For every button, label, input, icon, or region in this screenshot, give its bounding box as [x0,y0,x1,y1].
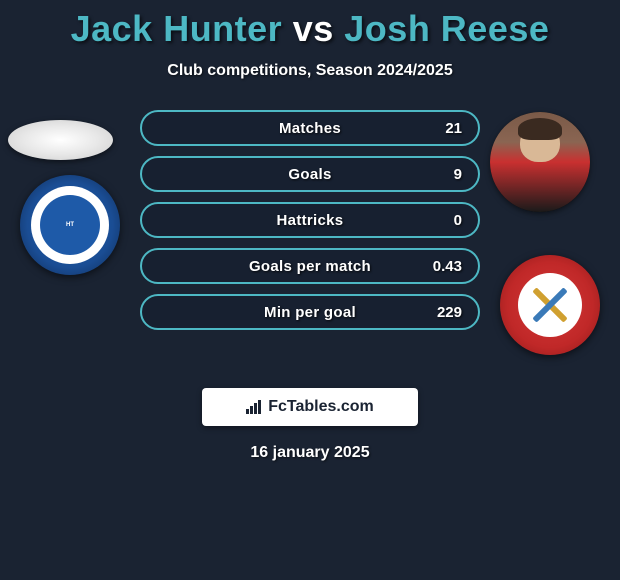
content-area: HT Matches 21 Goals 9 Hattricks 0 Goals … [0,110,620,370]
stat-value: 9 [454,166,462,183]
stat-value: 0.43 [433,258,462,275]
stat-row-goals-per-match: Goals per match 0.43 [140,248,480,284]
brand-text: FcTables.com [268,398,374,416]
player1-club-badge: HT [20,175,120,275]
subtitle: Club competitions, Season 2024/2025 [0,62,620,80]
stat-value: 0 [454,212,462,229]
brand-label: FcTables.com [246,398,374,416]
player2-name: Josh Reese [344,8,549,49]
stat-value: 21 [445,120,462,137]
stat-value: 229 [437,304,462,321]
player2-club-badge [500,255,600,355]
vs-text: vs [293,8,334,49]
stat-row-matches: Matches 21 [140,110,480,146]
stat-row-hattricks: Hattricks 0 [140,202,480,238]
stats-list: Matches 21 Goals 9 Hattricks 0 Goals per… [140,110,480,340]
bar-chart-icon [246,400,264,414]
player1-avatar [8,120,113,160]
stat-row-min-per-goal: Min per goal 229 [140,294,480,330]
stat-label: Goals per match [249,258,371,275]
stat-label: Min per goal [264,304,356,321]
stat-label: Matches [279,120,341,137]
club-badge-inner: HT [31,186,109,264]
player2-avatar [490,112,590,212]
club-badge-inner [518,273,582,337]
player1-name: Jack Hunter [71,8,283,49]
stat-label: Hattricks [277,212,344,229]
stat-row-goals: Goals 9 [140,156,480,192]
club-left-label: HT [66,222,74,229]
date-label: 16 january 2025 [0,444,620,462]
brand-box: FcTables.com [202,388,418,426]
stat-label: Goals [288,166,331,183]
avatar-graphic [490,112,590,212]
page-title: Jack Hunter vs Josh Reese [0,0,620,50]
